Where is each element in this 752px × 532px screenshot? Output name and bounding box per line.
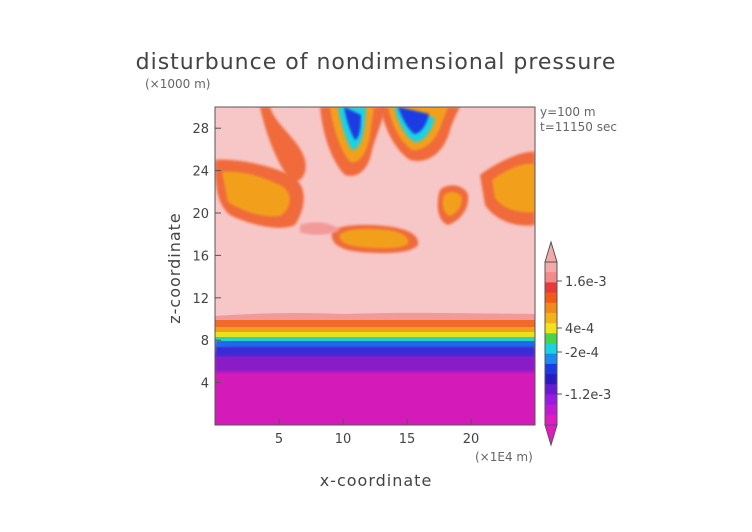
y-unit-label: (×1000 m) — [145, 77, 210, 91]
y-axis: 4 8 12 16 20 24 28 — [192, 122, 221, 392]
colorbar-label-4: -1.2e-3 — [565, 388, 611, 403]
colorbar-label-1: 1.6e-3 — [565, 275, 607, 290]
field-blob-left-inner — [222, 171, 290, 217]
heatmap-field — [215, 107, 535, 425]
colorbar-frame — [544, 261, 558, 426]
colorbar-swatch — [545, 323, 557, 334]
colorbar-swatch — [545, 333, 557, 344]
colorbar-labels: 1.6e-3 4e-4 -2e-4 -1.2e-3 — [565, 275, 611, 403]
colorbar-swatch — [545, 292, 557, 304]
colorbar-top-arrow — [544, 240, 558, 263]
field-blob-right-inner — [492, 163, 535, 213]
colorbar-swatch — [545, 404, 557, 416]
colorbar-swatch — [545, 414, 557, 426]
colorbar-swatch — [545, 394, 557, 406]
colorbar-swatch — [545, 312, 557, 324]
x-tick-label: 20 — [463, 432, 480, 447]
y-tick-label: 12 — [192, 292, 209, 307]
colorbar-label-3: -2e-4 — [565, 346, 599, 361]
annotation-y: y=100 m — [540, 105, 596, 119]
field-blob-mid-pink — [300, 222, 340, 235]
field-top-right-blue — [398, 107, 429, 134]
x-tick-label: 15 — [399, 432, 416, 447]
field-top-mid-blue — [344, 107, 361, 140]
colorbar-swatch — [545, 384, 557, 395]
colorbar-swatch — [545, 343, 557, 355]
y-tick-label: 20 — [192, 207, 209, 222]
y-tick-label: 4 — [201, 377, 209, 392]
x-unit-label: (×1E4 m) — [475, 450, 533, 464]
field-top-left-arm — [260, 107, 306, 182]
colorbar-bottom-arrow — [544, 424, 558, 447]
y-tick-label: 8 — [201, 334, 209, 349]
y-tick-label: 24 — [192, 165, 209, 180]
annotation-t: t=11150 sec — [540, 120, 617, 134]
colorbar-swatch — [545, 302, 557, 314]
y-axis-title: z-coordinate — [165, 212, 184, 324]
field-pink-band — [215, 312, 535, 320]
colorbar-swatch — [545, 272, 557, 283]
colorbar-swatch — [545, 262, 557, 273]
x-tick-label: 5 — [275, 432, 283, 447]
y-tick-label: 16 — [192, 249, 209, 264]
x-tick-label: 10 — [335, 432, 352, 447]
chart-title: disturbunce of nondimensional pressure — [136, 50, 617, 75]
x-axis: 5 10 15 20 — [275, 419, 479, 447]
colorbar-label-2: 4e-4 — [565, 322, 594, 337]
field-blob-mid-inner — [339, 228, 409, 249]
y-tick-label: 28 — [192, 122, 209, 137]
colorbar-swatch — [545, 353, 557, 365]
field-blob-right-small-inner — [442, 192, 462, 216]
colorbar-swatch — [545, 374, 557, 385]
plot-frame — [214, 106, 536, 426]
colorbar-swatch — [545, 363, 557, 375]
colorbar — [544, 240, 562, 447]
colorbar-swatch — [545, 282, 557, 294]
x-axis-title: x-coordinate — [320, 471, 433, 490]
